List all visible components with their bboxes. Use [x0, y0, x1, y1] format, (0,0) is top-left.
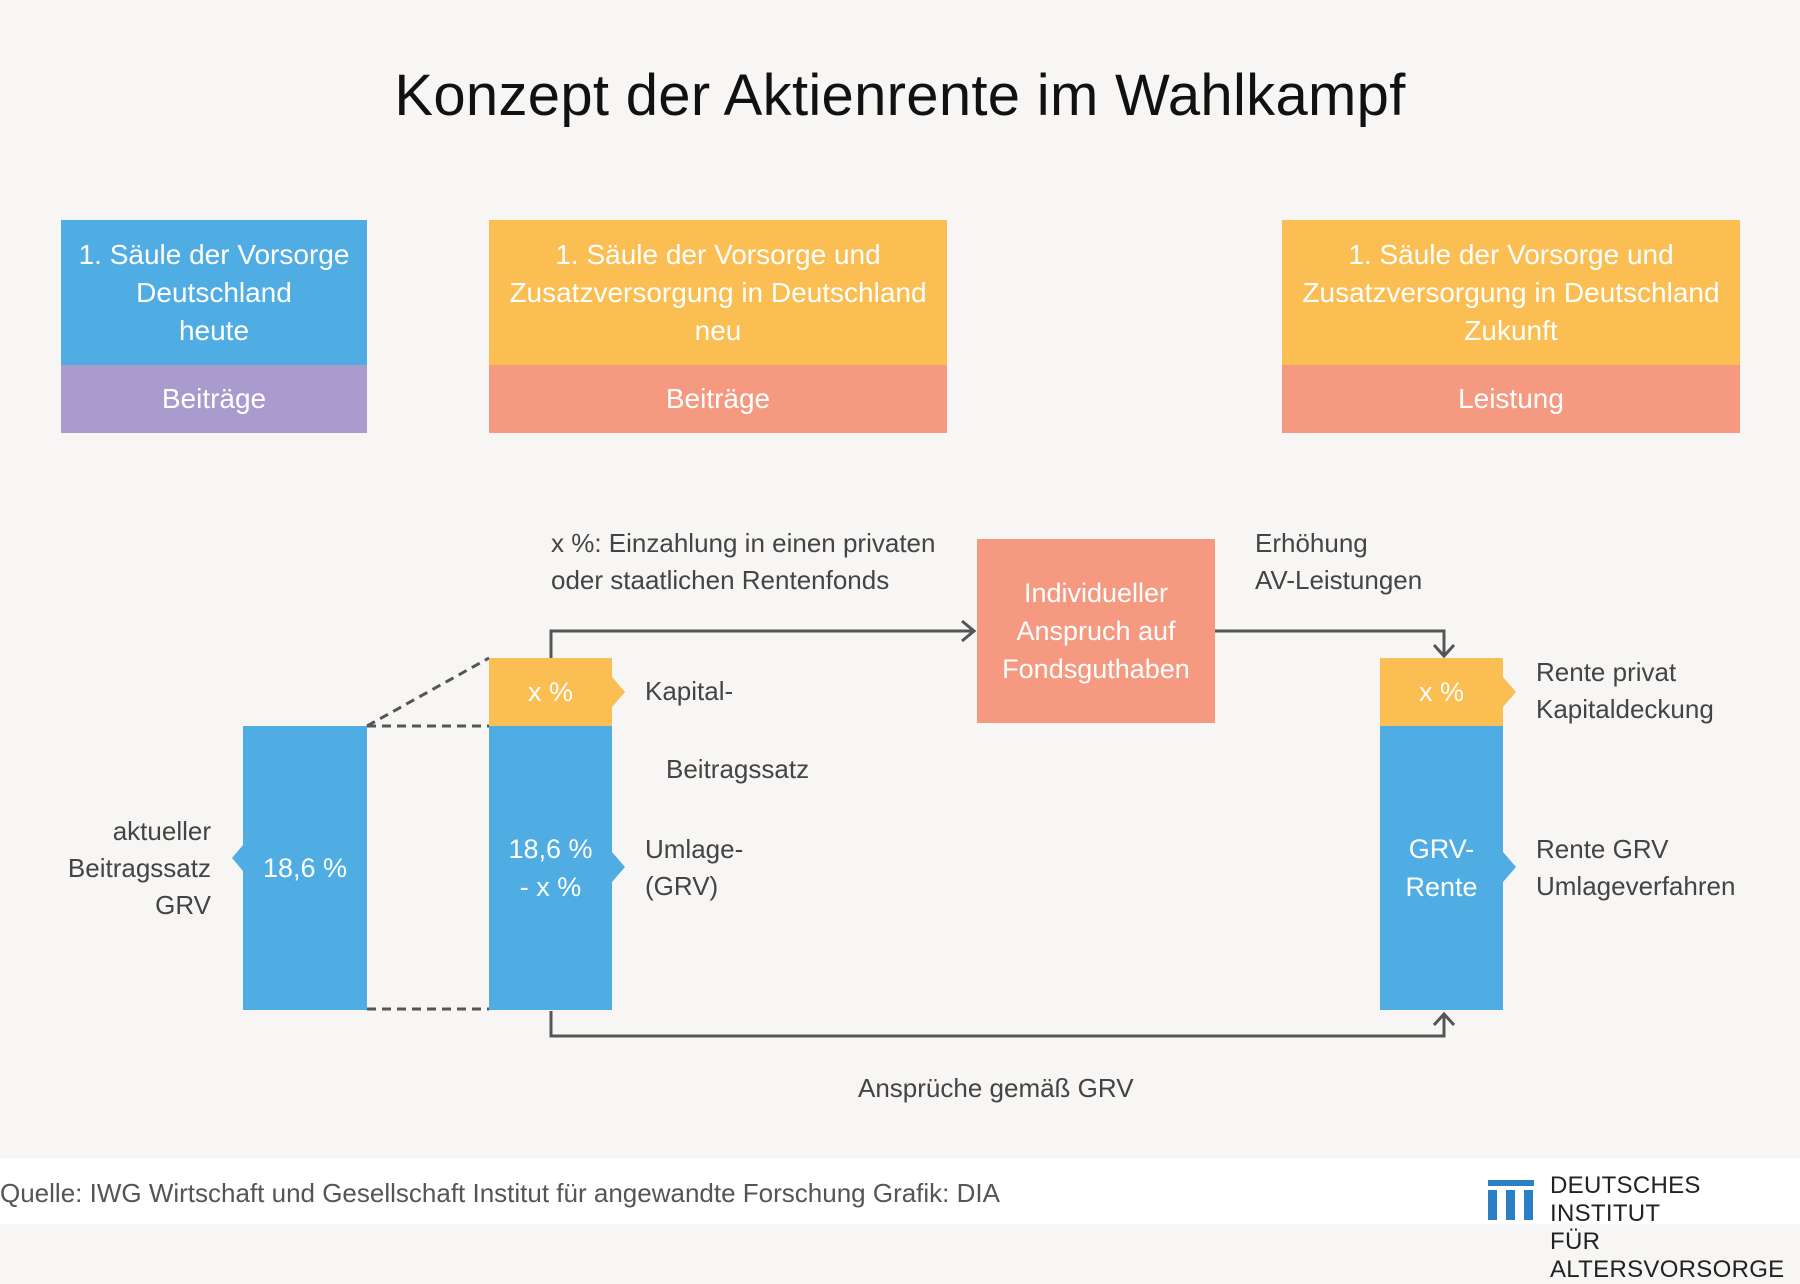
header-line: Zusatzversorgung in Deutschland — [509, 276, 927, 308]
pay-as-you-go-value: - x % — [519, 872, 582, 902]
label-line: GRV — [155, 890, 211, 920]
current-rate-value: 18,6 % — [262, 853, 348, 883]
label-line: Rente privat — [1536, 657, 1677, 687]
header-line: 1. Säule der Vorsorge — [78, 238, 350, 270]
pointer-right-icon — [612, 677, 625, 707]
capital-share-value: x % — [527, 677, 573, 707]
grv-pension-value: GRV- — [1408, 834, 1475, 864]
header-new: 1. Säule der Vorsorge und Zusatzversorgu… — [489, 220, 947, 365]
header-line: heute — [178, 314, 250, 346]
dashed-connector-top — [366, 656, 490, 728]
logo-line: FÜR ALTERSVORSORGE — [1550, 1228, 1785, 1283]
grv-pension-value: Rente — [1405, 872, 1478, 902]
fund-payment-note: x %: Einzahlung in einen privaten oder s… — [551, 525, 935, 599]
arrow-to-fund — [549, 629, 974, 658]
grv-claims-note: Ansprüche gemäß GRV — [858, 1073, 1134, 1103]
label-line: Beitragssatz — [67, 853, 211, 883]
arrow-from-fund — [1215, 629, 1446, 656]
pointer-right-icon — [1503, 677, 1516, 707]
header-line: Zukunft — [1464, 314, 1558, 346]
label-line: Umlage- — [645, 834, 744, 864]
pay-as-you-go-bar: 18,6 % - x % — [489, 726, 612, 1010]
grv-pension-bar: GRV- Rente — [1380, 726, 1503, 1010]
header-future-benefits: Leistung — [1282, 365, 1740, 433]
fund-claim-box: Individueller Anspruch auf Fondsguthaben — [977, 539, 1215, 723]
note-line: AV-Leistungen — [1255, 565, 1423, 595]
capital-label: Kapital- — [645, 676, 734, 706]
page-title: Konzept der Aktienrente im Wahlkampf — [394, 63, 1406, 128]
header-line: Deutschland — [136, 276, 292, 308]
header-today-contributions: Beiträge — [61, 365, 367, 433]
note-line: Erhöhung — [1255, 528, 1368, 558]
footer — [0, 1158, 1800, 1224]
contribution-rate-label: Beitragssatz — [666, 754, 810, 784]
increase-note: Erhöhung AV-Leistungen — [1255, 525, 1422, 599]
current-rate-bar: 18,6 % — [243, 726, 367, 1010]
institute-logo-icon — [1488, 1180, 1534, 1220]
arrow-head-right-icon — [961, 619, 977, 643]
fund-box-line: Individueller — [1023, 578, 1169, 608]
pay-as-you-go-label: Umlage- (GRV) — [645, 831, 743, 905]
header-today: 1. Säule der Vorsorge Deutschland heute — [61, 220, 367, 365]
fund-box-line: Anspruch auf — [1016, 616, 1176, 646]
private-pension-bar: x % — [1380, 658, 1503, 726]
pointer-right-icon — [612, 852, 625, 882]
arrow-grv-claims — [549, 1011, 1446, 1038]
arrow-head-down-icon — [1432, 643, 1456, 659]
label-line: aktueller — [112, 816, 211, 846]
label-line: (GRV) — [645, 871, 719, 901]
private-pension-value: x % — [1418, 677, 1464, 707]
note-line: x %: Einzahlung in einen privaten — [551, 528, 936, 558]
capital-share-bar: x % — [489, 658, 612, 726]
pay-as-you-go-value: 18,6 % — [508, 834, 593, 864]
header-line: Zusatzversorgung in Deutschland — [1302, 276, 1720, 308]
label-line: Umlageverfahren — [1536, 871, 1736, 901]
arrow-head-up-icon — [1432, 1011, 1456, 1027]
connector-lines — [232, 619, 1516, 1038]
label-line: Rente GRV — [1536, 834, 1669, 864]
pointer-left-icon — [232, 845, 243, 871]
grv-pension-label: Rente GRV Umlageverfahren — [1536, 831, 1735, 905]
logo-line: DEUTSCHES INSTITUT — [1550, 1172, 1701, 1227]
header-line: 1. Säule der Vorsorge und — [555, 238, 881, 270]
label-line: Kapitaldeckung — [1536, 694, 1714, 724]
note-line: oder staatlichen Rentenfonds — [551, 565, 890, 595]
header-future: 1. Säule der Vorsorge und Zusatzversorgu… — [1282, 220, 1740, 365]
pointer-right-icon — [1503, 852, 1516, 882]
fund-box-line: Fondsguthaben — [1002, 654, 1190, 684]
private-pension-label: Rente privat Kapitaldeckung — [1536, 654, 1714, 728]
header-line: 1. Säule der Vorsorge und — [1348, 238, 1674, 270]
institute-logo-text: DEUTSCHES INSTITUT FÜR ALTERSVORSORGE — [1550, 1172, 1800, 1284]
header-new-contributions: Beiträge — [489, 365, 947, 433]
current-rate-label: aktueller Beitragssatz GRV — [40, 813, 211, 924]
header-line: neu — [694, 314, 742, 346]
source-note: Quelle: IWG Wirtschaft und Gesellschaft … — [0, 1178, 1000, 1208]
